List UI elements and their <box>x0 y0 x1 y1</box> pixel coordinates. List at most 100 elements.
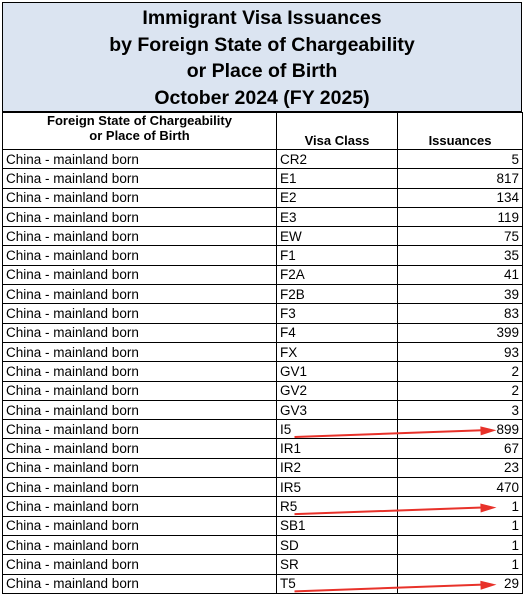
table-row: China - mainland born F3 83 <box>2 303 523 324</box>
issuance-table: Foreign State of Chargeability or Place … <box>2 112 523 594</box>
cell-visa-class: F1 <box>276 245 398 266</box>
title-line-1: Immigrant Visa Issuances <box>142 7 382 29</box>
cell-issuances: 1 <box>397 554 523 575</box>
cell-issuances: 2 <box>397 361 523 382</box>
cell-issuances: 899 <box>397 419 523 440</box>
cell-issuances: 119 <box>397 206 523 228</box>
cell-state: China - mainland born <box>2 322 277 343</box>
cell-visa-class: GV2 <box>276 380 398 401</box>
cell-issuances: 83 <box>397 303 523 324</box>
cell-state: China - mainland born <box>2 496 277 517</box>
cell-issuances: 2 <box>397 380 523 401</box>
table-header-row: Foreign State of Chargeability or Place … <box>2 112 523 150</box>
table-row: China - mainland born GV1 2 <box>2 361 523 382</box>
table-row: China - mainland born SR 1 <box>2 554 523 575</box>
cell-issuances: 93 <box>397 341 523 363</box>
cell-state: China - mainland born <box>2 419 277 440</box>
cell-state: China - mainland born <box>2 438 277 459</box>
cell-visa-class: SB1 <box>276 515 398 536</box>
cell-state: China - mainland born <box>2 515 277 536</box>
table-row: China - mainland born CR2 5 <box>2 148 523 170</box>
cell-issuances: 134 <box>397 187 523 208</box>
cell-state: China - mainland born <box>2 226 277 247</box>
table-row: China - mainland born T5 29 <box>2 573 523 594</box>
cell-state: China - mainland born <box>2 341 277 363</box>
cell-issuances: 1 <box>397 534 523 556</box>
table-row: China - mainland born F2A 41 <box>2 264 523 286</box>
visa-issuance-sheet: Immigrant Visa Issuances by Foreign Stat… <box>2 2 524 594</box>
cell-visa-class: SR <box>276 554 398 575</box>
cell-visa-class: F2B <box>276 284 398 305</box>
cell-visa-class: EW <box>276 226 398 247</box>
table-row: China - mainland born FX 93 <box>2 341 523 363</box>
cell-issuances: 399 <box>397 322 523 343</box>
cell-visa-class: IR1 <box>276 438 398 459</box>
table-row: China - mainland born GV3 3 <box>2 399 523 421</box>
table-row: China - mainland born F4 399 <box>2 322 523 343</box>
cell-state: China - mainland born <box>2 380 277 401</box>
table-row: China - mainland born SB1 1 <box>2 515 523 536</box>
cell-issuances: 817 <box>397 168 523 189</box>
cell-issuances: 23 <box>397 457 523 479</box>
cell-state: China - mainland born <box>2 554 277 575</box>
report-title: Immigrant Visa Issuances by Foreign Stat… <box>2 2 522 112</box>
table-row: China - mainland born E3 119 <box>2 206 523 228</box>
cell-issuances: 75 <box>397 226 523 247</box>
title-line-3: or Place of Birth <box>186 60 338 82</box>
cell-issuances: 5 <box>397 148 523 170</box>
table-row: China - mainland born IR5 470 <box>2 477 523 498</box>
cell-issuances: 41 <box>397 264 523 286</box>
table-row: China - mainland born IR2 23 <box>2 457 523 479</box>
cell-issuances: 67 <box>397 438 523 459</box>
cell-visa-class: SD <box>276 534 398 556</box>
cell-issuances: 29 <box>397 573 523 594</box>
cell-issuances: 35 <box>397 245 523 266</box>
cell-visa-class: CR2 <box>276 148 398 170</box>
cell-state: China - mainland born <box>2 206 277 228</box>
header-visa-class: Visa Class <box>276 112 398 150</box>
table-row: China - mainland born F1 35 <box>2 245 523 266</box>
cell-state: China - mainland born <box>2 534 277 556</box>
table-row: China - mainland born E2 134 <box>2 187 523 208</box>
cell-visa-class: IR5 <box>276 477 398 498</box>
cell-visa-class: F3 <box>276 303 398 324</box>
cell-visa-class: F4 <box>276 322 398 343</box>
cell-state: China - mainland born <box>2 264 277 286</box>
cell-issuances: 1 <box>397 515 523 536</box>
cell-issuances: 1 <box>397 496 523 517</box>
table-row: China - mainland born E1 817 <box>2 168 523 189</box>
header-state-line-2: or Place of Birth <box>89 128 190 143</box>
cell-visa-class: R5 <box>276 496 398 517</box>
table-row: China - mainland born IR1 67 <box>2 438 523 459</box>
cell-visa-class: I5 <box>276 419 398 440</box>
cell-visa-class: F2A <box>276 264 398 286</box>
header-state: Foreign State of Chargeability or Place … <box>2 112 277 150</box>
cell-visa-class: E3 <box>276 206 398 228</box>
cell-issuances: 39 <box>397 284 523 305</box>
cell-visa-class: T5 <box>276 573 398 594</box>
table-row: China - mainland born SD 1 <box>2 534 523 556</box>
table-body: China - mainland born CR2 5 China - mainlan… <box>2 148 523 594</box>
cell-state: China - mainland born <box>2 361 277 382</box>
cell-state: China - mainland born <box>2 148 277 170</box>
cell-issuances: 470 <box>397 477 523 498</box>
table-row: China - mainland born F2B 39 <box>2 284 523 305</box>
cell-state: China - mainland born <box>2 477 277 498</box>
table-row: China - mainland born R5 1 <box>2 496 523 517</box>
cell-issuances: 3 <box>397 399 523 421</box>
cell-state: China - mainland born <box>2 284 277 305</box>
cell-state: China - mainland born <box>2 303 277 324</box>
cell-visa-class: IR2 <box>276 457 398 479</box>
cell-state: China - mainland born <box>2 573 277 594</box>
table-row: China - mainland born EW 75 <box>2 226 523 247</box>
header-state-line-1: Foreign State of Chargeability <box>47 113 232 129</box>
cell-visa-class: E1 <box>276 168 398 189</box>
cell-state: China - mainland born <box>2 187 277 208</box>
cell-visa-class: FX <box>276 341 398 363</box>
table-row: China - mainland born GV2 2 <box>2 380 523 401</box>
cell-state: China - mainland born <box>2 168 277 189</box>
cell-state: China - mainland born <box>2 399 277 421</box>
cell-state: China - mainland born <box>2 457 277 479</box>
header-issuances: Issuances <box>397 112 523 150</box>
title-line-2: by Foreign State of Chargeability <box>109 33 415 56</box>
